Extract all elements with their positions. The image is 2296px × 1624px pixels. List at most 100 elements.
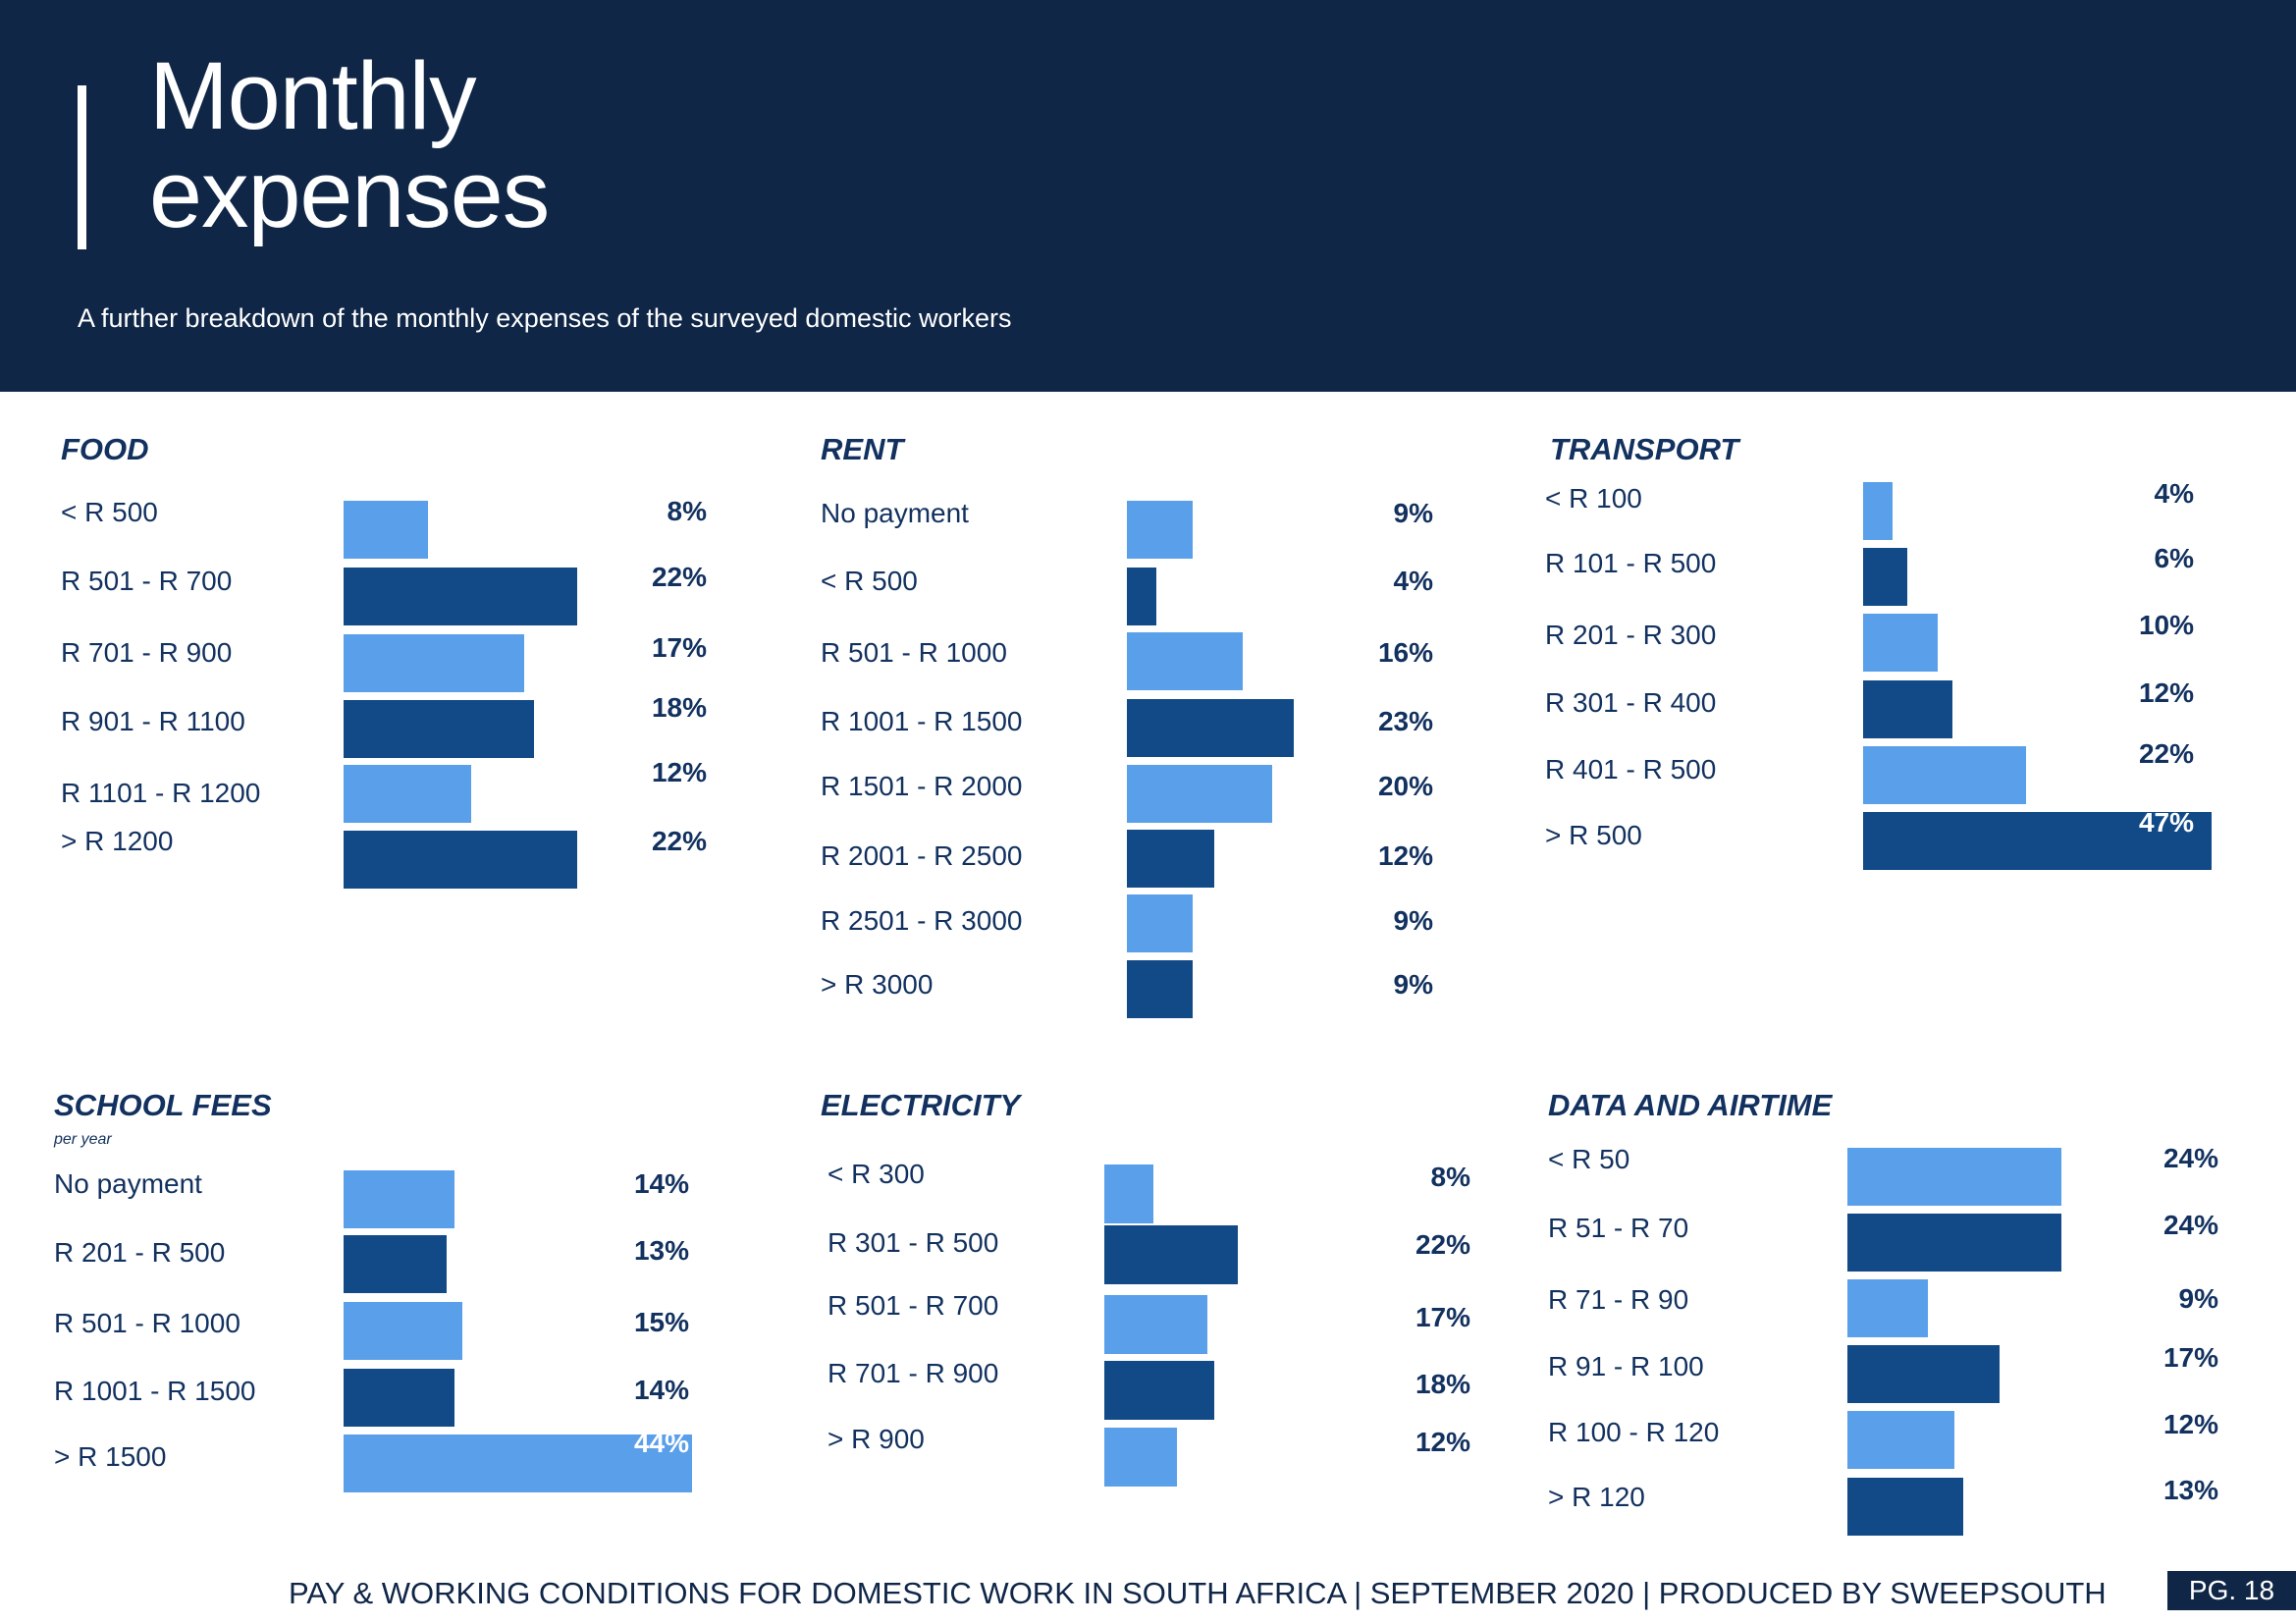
value-label: 17% — [1415, 1302, 1470, 1332]
category-label: R 501 - R 700 — [828, 1290, 999, 1321]
category-label: R 1501 - R 2000 — [821, 771, 1023, 801]
value-label: 10% — [2138, 610, 2194, 640]
bar — [1847, 1478, 1963, 1536]
bar — [344, 831, 577, 889]
bar — [1127, 894, 1193, 952]
bar — [1104, 1225, 1238, 1284]
bar — [1104, 1428, 1177, 1487]
category-label: R 1101 - R 1200 — [61, 778, 261, 808]
category-label: > R 500 — [1545, 820, 1642, 850]
category-label: > R 1200 — [61, 826, 174, 856]
category-label: R 501 - R 700 — [61, 566, 233, 596]
bar — [1847, 1279, 1928, 1337]
bar — [1127, 699, 1294, 757]
value-label: 12% — [651, 757, 707, 787]
bar — [1127, 568, 1156, 625]
value-label: 18% — [651, 692, 707, 723]
category-label: R 51 - R 70 — [1548, 1213, 1689, 1243]
chart-title: ELECTRICITY — [821, 1088, 1021, 1122]
bar — [344, 501, 428, 559]
value-label: 23% — [1377, 706, 1433, 736]
value-label: 9% — [1393, 498, 1433, 528]
value-label: 22% — [2138, 738, 2194, 769]
value-label: 14% — [633, 1168, 689, 1199]
bar — [344, 1369, 454, 1427]
value-label: 13% — [633, 1235, 689, 1266]
chart-note: per year — [54, 1131, 112, 1148]
category-label: < R 500 — [821, 566, 918, 596]
bar — [1863, 482, 1893, 540]
page-title-line-1: Monthly — [149, 42, 477, 149]
category-label: No payment — [821, 498, 969, 528]
value-label: 9% — [1393, 905, 1433, 936]
value-label: 18% — [1415, 1369, 1470, 1399]
bar — [1847, 1411, 1954, 1469]
header-banner: Monthly expenses A further breakdown of … — [0, 0, 2296, 392]
value-label: 20% — [1377, 771, 1433, 801]
category-label: R 501 - R 1000 — [54, 1308, 240, 1338]
category-label: < R 100 — [1545, 483, 1642, 514]
category-label: R 401 - R 500 — [1545, 754, 1717, 785]
value-label: 12% — [1415, 1427, 1470, 1457]
category-label: R 101 - R 500 — [1545, 548, 1717, 578]
category-label: R 201 - R 500 — [54, 1237, 226, 1268]
bar — [1104, 1164, 1153, 1223]
category-label: R 701 - R 900 — [61, 637, 233, 668]
page-title: Monthly expenses — [149, 47, 1033, 244]
category-label: R 2001 - R 2500 — [821, 840, 1023, 871]
category-label: R 201 - R 300 — [1545, 620, 1717, 650]
category-label: R 501 - R 1000 — [821, 637, 1007, 668]
category-label: > R 900 — [828, 1424, 925, 1454]
bar — [1847, 1345, 2000, 1403]
bar — [344, 1235, 447, 1293]
bar — [344, 700, 534, 758]
bar — [1104, 1361, 1214, 1420]
page-number-badge: PG. 18 — [2167, 1571, 2296, 1610]
bar — [1127, 765, 1272, 823]
bar — [1127, 960, 1193, 1018]
value-label: 4% — [1393, 566, 1433, 596]
value-label: 47% — [2138, 807, 2194, 838]
page-subtitle: A further breakdown of the monthly expen… — [78, 303, 1012, 333]
bar — [1847, 1214, 2061, 1272]
value-label: 24% — [2163, 1143, 2218, 1173]
category-label: < R 500 — [61, 497, 158, 527]
bar — [344, 634, 524, 692]
category-label: R 301 - R 400 — [1545, 687, 1717, 718]
bar — [1863, 746, 2026, 804]
value-label: 4% — [2154, 478, 2194, 509]
category-label: R 901 - R 1100 — [61, 706, 245, 736]
value-label: 14% — [633, 1375, 689, 1405]
bar — [1127, 830, 1214, 888]
category-label: No payment — [54, 1168, 202, 1199]
page-title-line-2: expenses — [149, 140, 550, 247]
category-label: > R 120 — [1548, 1482, 1645, 1512]
bar — [344, 765, 471, 823]
value-label: 8% — [1430, 1162, 1470, 1192]
category-label: R 91 - R 100 — [1548, 1351, 1704, 1381]
value-label: 17% — [651, 632, 707, 663]
value-label: 15% — [633, 1307, 689, 1337]
value-label: 13% — [2163, 1475, 2218, 1505]
value-label: 12% — [1377, 840, 1433, 871]
value-label: 12% — [2163, 1409, 2218, 1439]
bar — [1863, 614, 1938, 672]
footer-text: PAY & WORKING CONDITIONS FOR DOMESTIC WO… — [289, 1576, 2107, 1610]
bar — [344, 568, 577, 625]
chart-title: SCHOOL FEES — [54, 1088, 272, 1122]
value-label: 17% — [2163, 1342, 2218, 1373]
bar — [344, 1302, 462, 1360]
bar — [1104, 1295, 1207, 1354]
category-label: < R 50 — [1548, 1144, 1630, 1174]
value-label: 22% — [1415, 1229, 1470, 1260]
value-label: 9% — [1393, 969, 1433, 1000]
bar — [344, 1435, 692, 1492]
category-label: > R 3000 — [821, 969, 934, 1000]
value-label: 44% — [633, 1428, 689, 1458]
